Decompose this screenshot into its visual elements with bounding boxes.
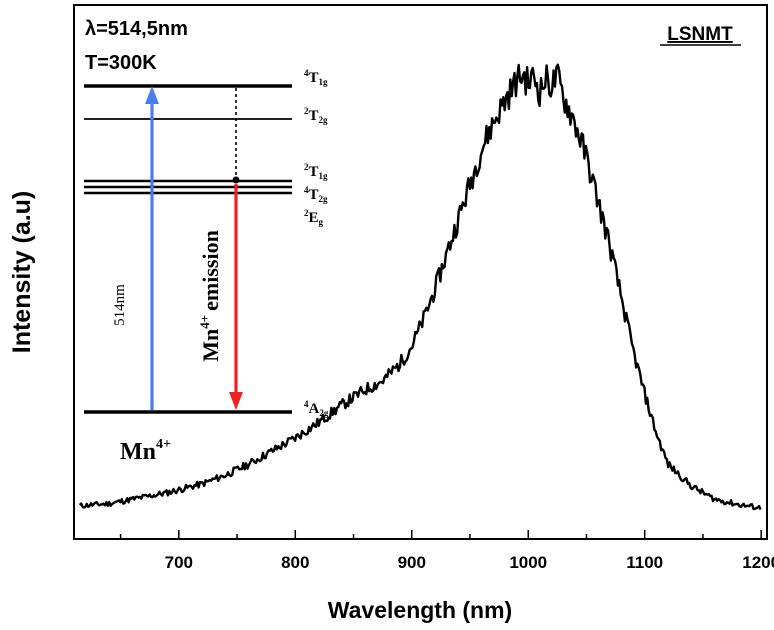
x-tick-label: 700	[165, 553, 193, 572]
excitation-wavelength-label: 514nm	[112, 284, 128, 326]
x-tick-label: 1200	[742, 553, 774, 572]
sample-annotation: LSNMT	[667, 24, 733, 45]
excitation-arrowhead	[145, 86, 159, 104]
x-tick-label: 1100	[626, 553, 663, 572]
label-4a2g: 4A2g	[304, 399, 329, 418]
plot-frame	[73, 4, 768, 540]
x-axis-ticks: 700 800 900 1000 1100 1200	[119, 530, 774, 572]
x-tick-label: 900	[398, 553, 426, 572]
x-axis-label: Wavelength (nm)	[328, 597, 512, 623]
emission-label: Mn4+emission	[197, 230, 223, 362]
x-tick-label: 1000	[509, 553, 547, 572]
y-axis-label: Intensity (a.u)	[8, 191, 36, 354]
label-2t2g: 2T2g	[304, 106, 328, 125]
label-4t1g: 4T1g	[304, 68, 328, 87]
label-4t2g: 4T2g	[304, 185, 328, 204]
energy-level-diagram: 4T1g 2T2g 2T1g 4T2g 2Eg 4A2g 514nm Mn4+e…	[84, 68, 329, 465]
excitation-annotation: λ=514,5nm	[85, 18, 188, 40]
spectrum-line	[78, 63, 762, 511]
label-2eg: 2Eg	[304, 208, 324, 227]
label-2t1g: 2T1g	[304, 162, 328, 181]
relaxation-dot	[232, 176, 240, 184]
ion-label: Mn4+	[120, 437, 171, 465]
x-tick-label: 800	[281, 553, 309, 572]
emission-arrowhead	[229, 392, 243, 410]
temperature-annotation: T=300K	[85, 52, 157, 74]
